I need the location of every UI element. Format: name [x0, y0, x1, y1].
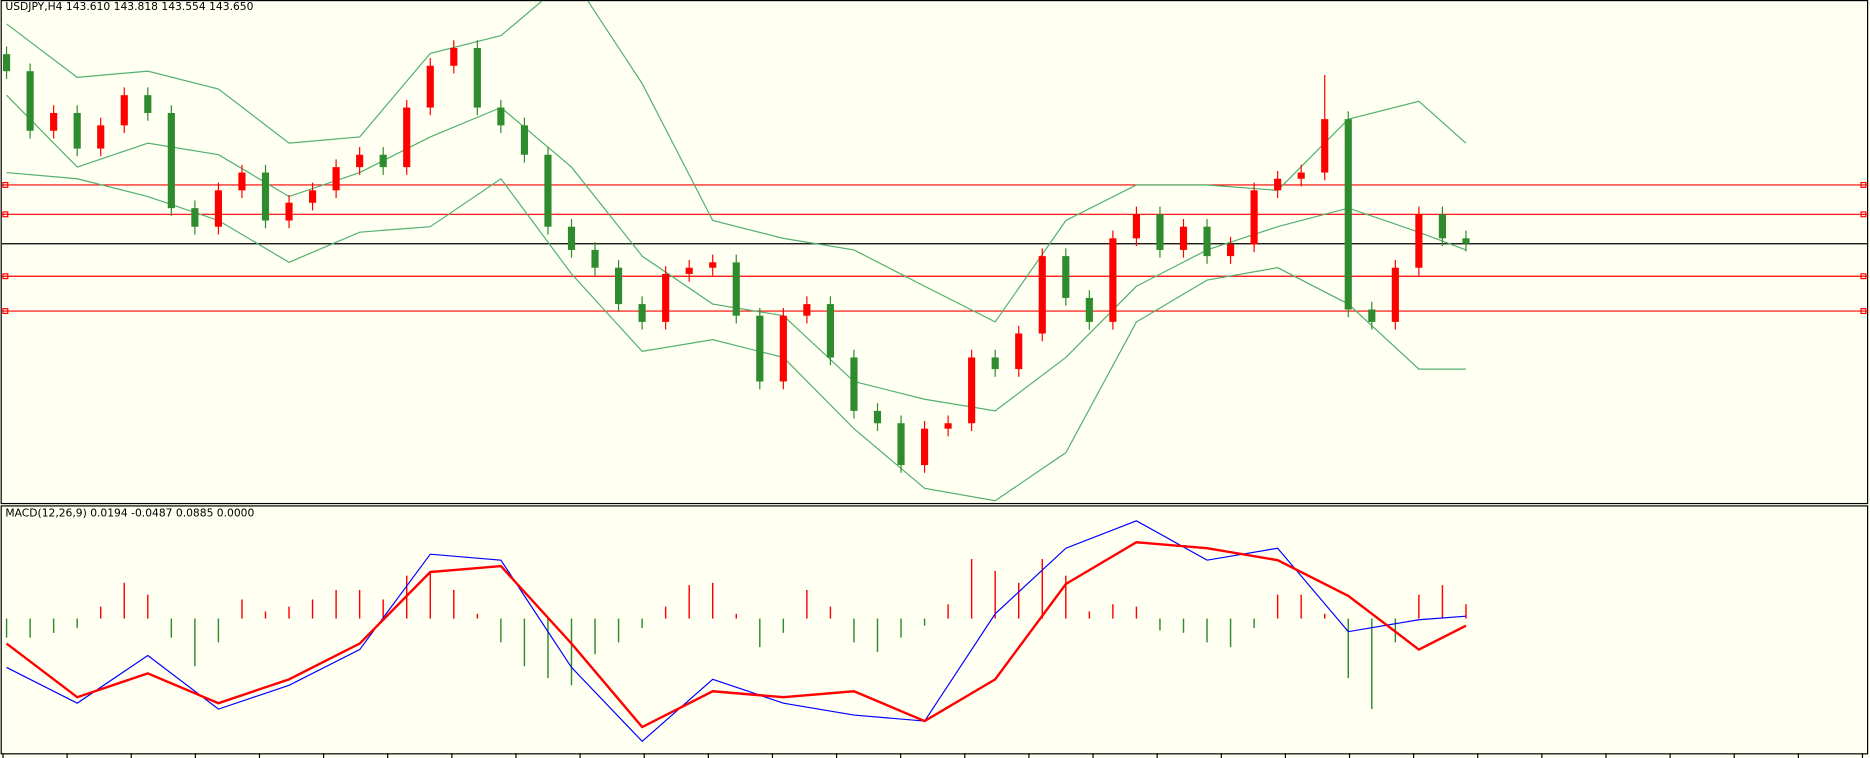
candle-body	[709, 262, 717, 268]
candle-body	[779, 315, 787, 382]
macd-panel	[0, 505, 1869, 755]
candle-body	[332, 167, 340, 191]
candle-body	[167, 112, 175, 209]
candle-body	[1462, 238, 1470, 244]
candle-body	[567, 226, 576, 250]
level-handle	[1860, 211, 1867, 218]
candle-body	[920, 428, 929, 466]
candle-body	[308, 190, 317, 203]
candle-body	[1415, 214, 1423, 268]
candle-body	[614, 267, 623, 305]
candle-body	[356, 154, 364, 168]
level-handle	[1860, 308, 1867, 315]
candle-body	[873, 410, 882, 424]
candle-body	[450, 47, 458, 66]
candle-body	[850, 357, 858, 411]
candle-body	[473, 47, 481, 108]
candle-body	[497, 107, 505, 126]
candle-body	[520, 125, 528, 155]
level-handle	[1860, 181, 1867, 188]
candle-body	[1015, 333, 1023, 370]
candle-body	[1297, 172, 1305, 179]
price-plot	[1, 1, 1869, 502]
candle-body	[1038, 256, 1046, 334]
candle-body	[756, 315, 764, 382]
candle-body	[1062, 256, 1070, 298]
indicator-line	[6, 94, 1467, 412]
candle-body	[1274, 178, 1282, 191]
level-handle	[2, 273, 9, 280]
candle-body	[97, 125, 105, 149]
candle-body	[261, 172, 270, 221]
candle-body	[897, 423, 905, 466]
candle-body	[403, 107, 411, 168]
candle-body	[191, 208, 199, 227]
indicator-line	[6, 1, 1467, 323]
candle-body	[120, 95, 128, 126]
indicator-line	[5, 541, 1467, 729]
indicator-line	[6, 171, 1466, 502]
candle-body	[426, 65, 434, 108]
level-handle	[2, 308, 9, 315]
candle-body	[379, 154, 387, 168]
candle-body	[991, 357, 999, 370]
candle-body	[638, 304, 646, 322]
candle-body	[1203, 226, 1211, 257]
candle-body	[968, 357, 976, 424]
candle-body	[826, 304, 834, 358]
indicator-title: MACD(12,26,9) 0.0194 -0.0487 0.0885 0.00…	[5, 507, 254, 520]
candle-body	[944, 423, 952, 429]
candle-body	[1156, 214, 1164, 250]
candle-body	[662, 273, 670, 322]
candle-body	[238, 172, 246, 191]
candle-body	[50, 112, 58, 131]
macd-plot	[5, 520, 1467, 743]
candle-body	[1321, 119, 1329, 173]
candle-body	[591, 249, 599, 268]
candle-body	[285, 202, 293, 221]
candle-body	[1132, 214, 1140, 239]
candle-body	[1085, 297, 1093, 322]
candle-body	[26, 71, 34, 131]
chart-title: USDJPY,H4 143.610 143.818 143.554 143.65…	[5, 0, 253, 13]
candle-body	[544, 154, 552, 227]
candle-body	[1344, 119, 1352, 310]
candle-body	[144, 95, 152, 113]
candle-body	[685, 267, 693, 274]
level-handle	[2, 211, 9, 218]
candle-body	[1109, 238, 1117, 322]
candle-body	[1368, 309, 1376, 322]
candle-body	[214, 190, 222, 227]
candle-body	[1391, 267, 1399, 322]
price-panel	[0, 0, 1869, 505]
candle-body	[1179, 226, 1188, 250]
candle-body	[73, 112, 81, 149]
level-handle	[1860, 273, 1867, 280]
level-handle	[2, 181, 9, 188]
candle-body	[1226, 244, 1235, 257]
candle-body	[2, 54, 11, 72]
candle-body	[732, 262, 740, 316]
candle-body	[803, 304, 811, 316]
candle-body	[1250, 190, 1258, 245]
candle-body	[1438, 214, 1446, 239]
